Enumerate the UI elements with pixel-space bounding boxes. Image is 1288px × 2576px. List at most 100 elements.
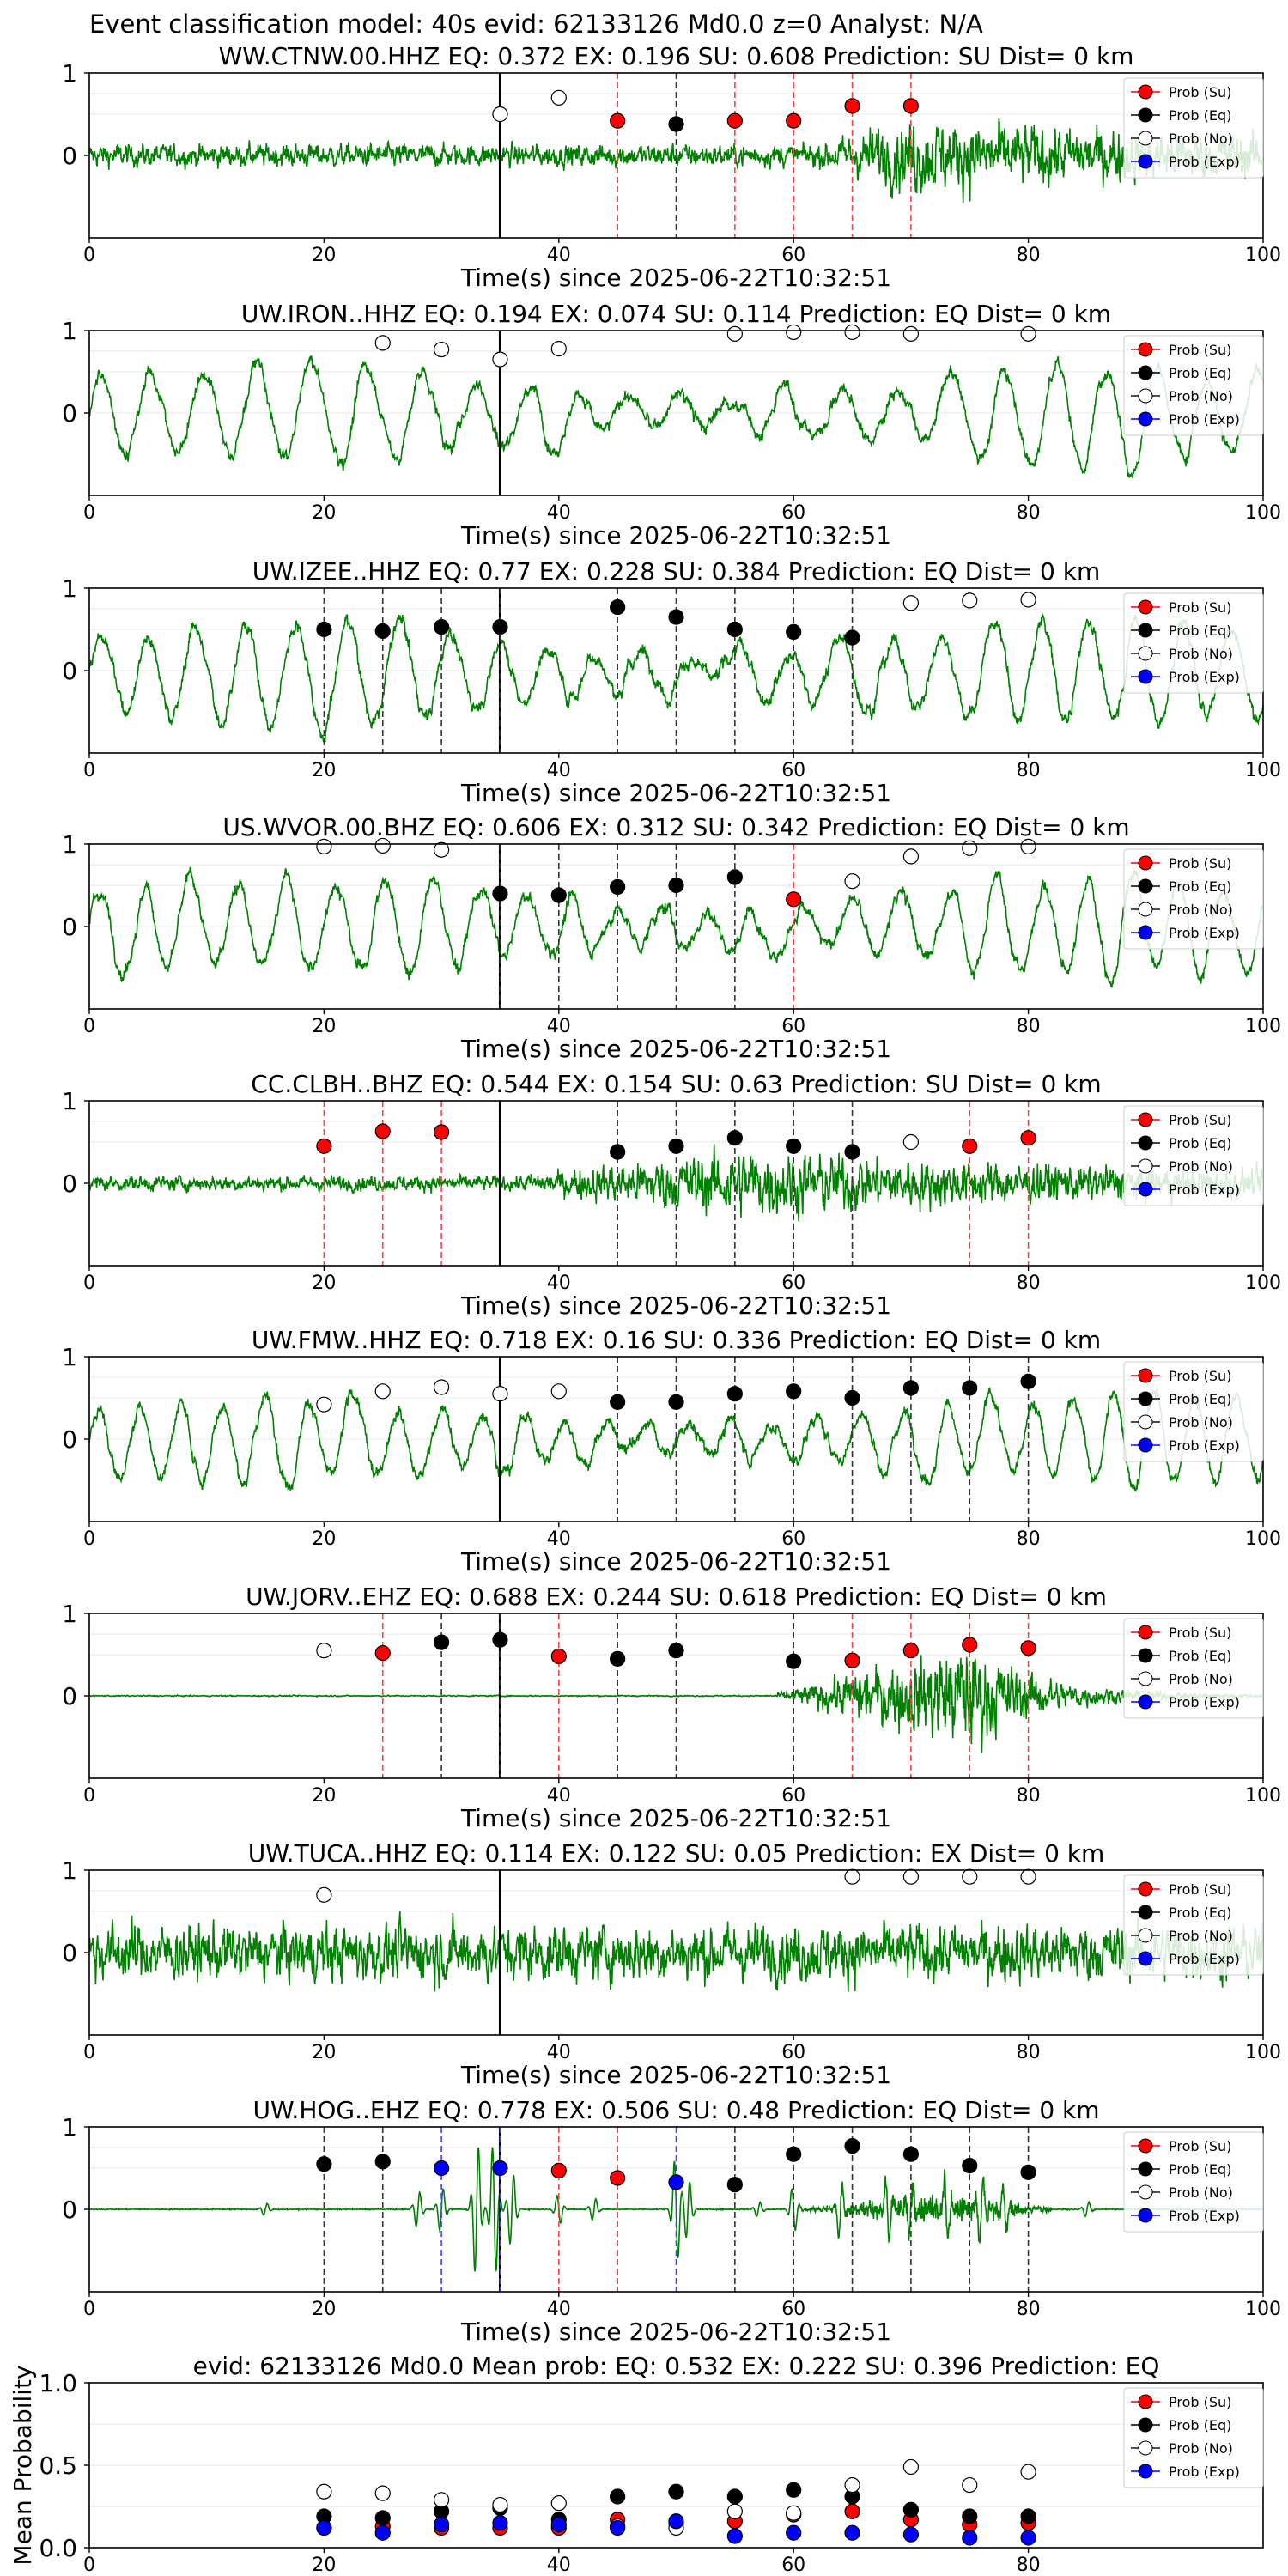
xtick-label: 20 (312, 1528, 336, 1550)
xtick-label: 20 (312, 502, 336, 524)
ytick-label: 0 (62, 657, 77, 685)
legend-label: Prob (No) (1169, 902, 1233, 918)
prob-point-no (492, 1386, 508, 1402)
xtick-label: 100 (1245, 2299, 1281, 2320)
legend-marker (1138, 131, 1153, 146)
xtick-label: 80 (1017, 2042, 1041, 2063)
prob-point-no (962, 592, 978, 609)
xtick-label: 40 (547, 245, 571, 266)
prob-point-no (374, 837, 391, 854)
legend-label: Prob (Eq) (1169, 365, 1231, 381)
prob-point-eq (492, 885, 508, 902)
ytick-label: 1 (62, 1856, 77, 1885)
ytick-label: 0.5 (39, 2451, 77, 2480)
prob-point-eq (492, 619, 508, 635)
mean-point-no (492, 2496, 508, 2513)
mean-point-no (962, 2476, 978, 2494)
prob-point-su (786, 891, 802, 908)
prob-point-eq (316, 2156, 332, 2172)
legend-marker (1138, 1951, 1153, 1966)
legend-marker (1138, 1368, 1153, 1383)
prob-point-eq (844, 2137, 860, 2154)
ytick-label: 0 (62, 142, 77, 170)
xtick-label: 20 (312, 1785, 336, 1807)
xtick-label: 80 (1017, 1273, 1041, 1294)
prob-point-su (550, 1648, 567, 1665)
x-axis-label: Time(s) since 2025-06-22T10:32:51 (460, 2061, 891, 2089)
legend-box (1123, 1361, 1264, 1462)
legend-label: Prob (No) (1169, 131, 1233, 147)
waveform-trace (88, 355, 1264, 479)
legend-label: Prob (No) (1169, 1671, 1233, 1687)
prob-point-eq (668, 116, 684, 132)
legend-label: Prob (No) (1169, 1158, 1233, 1175)
ytick-label: 0 (62, 2196, 77, 2224)
prob-point-no (550, 341, 567, 357)
legend-label: Prob (Su) (1169, 1881, 1231, 1898)
xtick-label: 60 (781, 1273, 805, 1294)
station-panel-5: UW.FMW..HHZ EQ: 0.718 EX: 0.16 SU: 0.336… (62, 1326, 1281, 1576)
legend-label: Prob (Exp) (1169, 1951, 1240, 1967)
legend-marker (1138, 1648, 1153, 1663)
mean-point-exp (433, 2517, 450, 2533)
xtick-label: 60 (781, 760, 805, 781)
mean-point-exp (962, 2530, 978, 2546)
panel-title: UW.IRON..HHZ EQ: 0.194 EX: 0.074 SU: 0.1… (241, 300, 1111, 328)
prob-point-no (316, 838, 332, 854)
prob-point-su (962, 1637, 978, 1653)
legend-box (1123, 335, 1264, 436)
ytick-label: 1 (62, 59, 77, 88)
prob-point-su (374, 1123, 391, 1139)
panel-title: UW.JORV..EHZ EQ: 0.688 EX: 0.244 SU: 0.6… (246, 1583, 1107, 1611)
xtick-label: 0 (83, 502, 95, 524)
prob-point-su (610, 2170, 626, 2186)
mean-point-no (844, 2476, 860, 2494)
legend-marker (1138, 1182, 1153, 1197)
xtick-label: 80 (1017, 245, 1041, 266)
legend-label: Prob (Exp) (1169, 925, 1240, 941)
ytick-label: 0 (62, 1682, 77, 1710)
legend-box (1123, 592, 1264, 694)
legend-marker (1138, 1625, 1153, 1640)
panel-title: UW.FMW..HHZ EQ: 0.718 EX: 0.16 SU: 0.336… (252, 1326, 1101, 1354)
panel-title: US.WVOR.00.BHZ EQ: 0.606 EX: 0.312 SU: 0… (222, 813, 1129, 841)
xtick-label: 60 (781, 1785, 805, 1807)
x-axis-label: Time(s) since 2025-06-22T10:32:51 (460, 2318, 891, 2346)
legend-label: Prob (Exp) (1169, 1437, 1240, 1454)
prob-point-exp (433, 2160, 450, 2177)
legend-label: Prob (Exp) (1169, 154, 1240, 170)
xtick-label: 40 (547, 1528, 571, 1550)
prob-point-su (374, 1644, 391, 1662)
legend-label: Prob (No) (1169, 388, 1233, 404)
waveform-trace (88, 1911, 1264, 1992)
prob-point-eq (902, 2146, 920, 2162)
prob-point-eq (786, 623, 802, 640)
prob-point-eq (610, 878, 626, 896)
mean-point-eq (786, 2482, 802, 2498)
xtick-label: 0 (83, 1785, 95, 1807)
prob-point-eq (374, 623, 391, 640)
mean-point-eq (902, 2501, 920, 2518)
legend-marker (1138, 902, 1153, 917)
prob-point-eq (668, 1394, 684, 1410)
legend-label: Prob (Eq) (1169, 623, 1231, 639)
x-axis-label: Time(s) since 2025-06-22T10:32:51 (460, 264, 891, 292)
prob-point-no (1020, 838, 1036, 854)
xtick-label: 20 (312, 2299, 336, 2320)
xtick-label: 20 (312, 245, 336, 266)
xtick-label: 100 (1245, 502, 1281, 524)
prob-point-no (316, 1643, 332, 1659)
prob-point-su (1020, 1640, 1036, 1656)
xtick-label: 100 (1245, 760, 1281, 781)
legend-label: Prob (Eq) (1169, 1391, 1231, 1407)
prob-point-exp (492, 2160, 508, 2177)
xtick-label: 40 (547, 1785, 571, 1807)
legend-marker (1138, 925, 1153, 940)
prob-point-eq (610, 1650, 626, 1667)
prob-point-no (962, 1868, 978, 1885)
prob-point-su (610, 112, 626, 129)
mean-point-no (316, 2483, 332, 2500)
ytick-label: 0 (62, 1425, 77, 1454)
prob-point-eq (844, 1144, 860, 1160)
